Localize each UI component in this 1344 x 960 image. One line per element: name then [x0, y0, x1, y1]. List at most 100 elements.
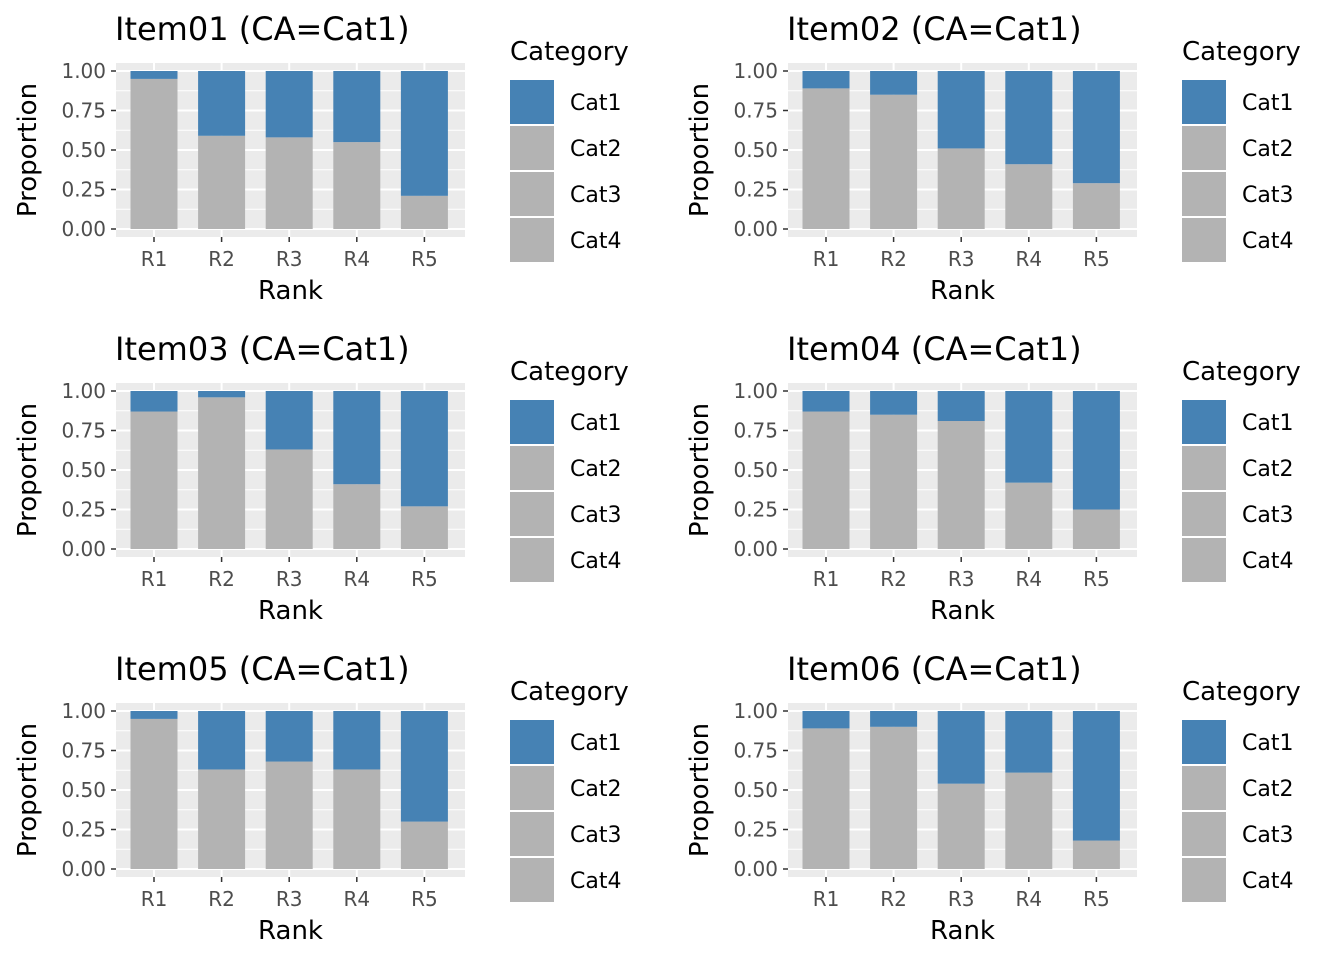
chart-panel: Item06 (CA=Cat1) 0.00 0.25 0.50 0.75 1.00 R1 R2…	[685, 650, 1301, 946]
y-axis-title: Proportion	[685, 723, 715, 857]
y-tick-label: 1.00	[733, 59, 778, 83]
legend-title: Category	[1182, 357, 1301, 387]
bar-segment-other	[937, 783, 985, 869]
chart-panel: Item01 (CA=Cat1) 0.00 0.25 0.50 0.75 1.00 R1 R2…	[13, 10, 629, 306]
bar-segment-other	[265, 449, 313, 549]
y-tick-label: 1.00	[733, 379, 778, 403]
legend-label: Cat2	[570, 137, 621, 162]
chart-title: Item02 (CA=Cat1)	[787, 10, 1082, 48]
x-tick-label: R4	[343, 247, 370, 271]
y-axis-title: Proportion	[685, 403, 715, 537]
x-tick-label: R2	[208, 567, 235, 591]
legend-key	[1182, 812, 1226, 856]
bar-segment-other	[333, 142, 381, 229]
y-tick-label: 0.25	[61, 498, 106, 522]
legend-key	[510, 446, 554, 490]
bar-segment-other	[400, 821, 448, 869]
bar-segment-other	[1005, 164, 1053, 229]
legend-key	[1182, 400, 1226, 444]
legend-label: Cat1	[1242, 731, 1293, 756]
legend-label: Cat3	[1242, 823, 1293, 848]
y-tick-label: 0.00	[61, 217, 106, 241]
y-axis-title: Proportion	[13, 403, 43, 537]
legend-key	[510, 172, 554, 216]
y-tick-label: 0.50	[61, 778, 106, 802]
bar-segment-other	[265, 761, 313, 869]
y-axis-title: Proportion	[13, 83, 43, 217]
bar-segment-other	[1072, 509, 1120, 549]
legend-label: Cat1	[1242, 91, 1293, 116]
y-tick-label: 0.00	[733, 537, 778, 561]
bar-segment-other	[1005, 772, 1053, 869]
y-tick-label: 0.00	[61, 857, 106, 881]
bar-segment-cat1	[1072, 71, 1120, 184]
x-tick-label: R4	[343, 887, 370, 911]
bar-segment-cat1	[400, 711, 448, 822]
legend-key	[510, 858, 554, 902]
bar-segment-other	[400, 506, 448, 549]
bar-segment-other	[937, 421, 985, 549]
x-tick-label: R3	[276, 887, 303, 911]
bar-segment-cat1	[802, 711, 850, 729]
legend-key	[1182, 446, 1226, 490]
x-tick-label: R3	[276, 567, 303, 591]
x-axis-title: Rank	[930, 916, 995, 946]
legend-title: Category	[510, 357, 629, 387]
y-tick-label: 0.25	[733, 178, 778, 202]
bar-segment-cat1	[400, 71, 448, 196]
y-tick-label: 0.50	[733, 138, 778, 162]
legend-label: Cat2	[570, 777, 621, 802]
x-axis-title: Rank	[930, 276, 995, 306]
legend-key	[1182, 720, 1226, 764]
y-tick-label: 0.00	[733, 857, 778, 881]
bar-segment-cat1	[130, 711, 178, 719]
bar-segment-other	[1072, 840, 1120, 869]
x-tick-label: R1	[141, 247, 168, 271]
y-tick-label: 0.25	[61, 818, 106, 842]
legend-key	[510, 766, 554, 810]
x-tick-label: R1	[813, 247, 840, 271]
bar-segment-cat1	[1005, 71, 1053, 165]
bar-segment-other	[802, 411, 850, 549]
x-tick-label: R4	[1015, 247, 1042, 271]
x-tick-label: R4	[1015, 887, 1042, 911]
x-tick-label: R5	[411, 887, 438, 911]
legend-label: Cat1	[570, 731, 621, 756]
legend-label: Cat1	[1242, 411, 1293, 436]
x-tick-label: R3	[948, 887, 975, 911]
legend-label: Cat3	[1242, 183, 1293, 208]
x-tick-label: R2	[208, 247, 235, 271]
bar-segment-cat1	[130, 391, 178, 412]
legend-key	[510, 812, 554, 856]
legend-label: Cat2	[1242, 777, 1293, 802]
bar-segment-cat1	[1005, 391, 1053, 483]
legend-title: Category	[1182, 677, 1301, 707]
y-tick-label: 0.25	[733, 498, 778, 522]
x-tick-label: R5	[411, 247, 438, 271]
legend-key	[510, 720, 554, 764]
y-tick-label: 1.00	[61, 59, 106, 83]
bar-segment-other	[198, 135, 246, 229]
y-tick-label: 0.75	[61, 99, 106, 123]
bar-segment-cat1	[130, 71, 178, 79]
legend-label: Cat2	[1242, 137, 1293, 162]
y-tick-label: 0.75	[61, 419, 106, 443]
legend-key	[1182, 218, 1226, 262]
bar-segment-cat1	[198, 711, 246, 770]
bar-segment-other	[198, 769, 246, 869]
bar-segment-cat1	[1005, 711, 1053, 773]
chart-title: Item05 (CA=Cat1)	[115, 650, 410, 688]
legend-key	[510, 538, 554, 582]
y-tick-label: 1.00	[733, 699, 778, 723]
y-tick-label: 0.50	[733, 458, 778, 482]
bar-segment-other	[1005, 482, 1053, 549]
x-tick-label: R1	[141, 567, 168, 591]
chart-title: Item03 (CA=Cat1)	[115, 330, 410, 368]
bar-segment-other	[1072, 183, 1120, 229]
bar-segment-cat1	[265, 711, 313, 762]
y-tick-label: 1.00	[61, 699, 106, 723]
chart-panel: Item04 (CA=Cat1) 0.00 0.25 0.50 0.75 1.00 R1 R2…	[685, 330, 1301, 626]
y-tick-label: 0.00	[61, 537, 106, 561]
bar-segment-cat1	[265, 391, 313, 450]
